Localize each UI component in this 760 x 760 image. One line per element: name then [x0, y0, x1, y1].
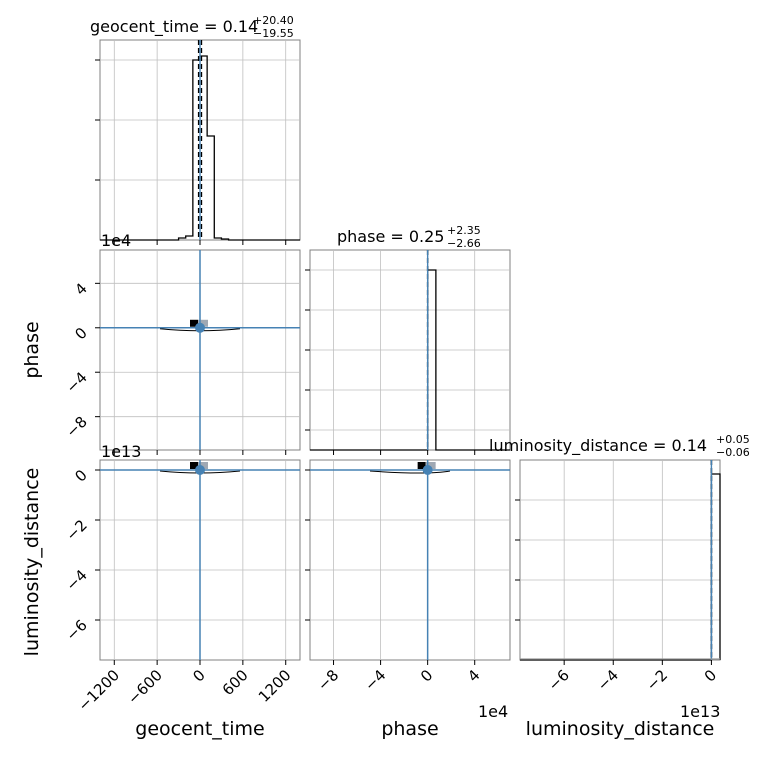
title-luminosity-distance: luminosity_distance = 0.14 +0.05 −0.06: [489, 433, 750, 459]
ytick-label-phase-3: −8: [62, 413, 90, 441]
hist2d-cell-light-luminosity_distance_vs_phase: [425, 462, 436, 469]
title-luminosity-distance-sup: +0.05: [716, 433, 750, 446]
title-phase-main: phase = 0.25: [337, 227, 444, 246]
xlabel-geocent-time: geocent_time: [135, 718, 264, 740]
ytick-label-phase-0: 4: [71, 279, 90, 298]
ytick-label-luminosity-distance-1: −2: [62, 516, 90, 544]
truth-marker-luminosity_distance_vs_phase: [422, 465, 433, 475]
title-geocent-time-sub: −19.55: [253, 27, 294, 40]
xtick-label-phase-2: 0: [417, 666, 436, 685]
hist2d-cell-light-luminosity_distance_vs_geocent_time: [198, 462, 208, 469]
offset-luminosity-distance-y: 1e13: [101, 442, 141, 461]
xlabel-phase: phase: [381, 718, 438, 740]
xtick-label-phase-0: −8: [314, 666, 342, 694]
title-phase: phase = 0.25 +2.35 −2.66: [337, 224, 481, 250]
truth-marker-phase_vs_geocent_time: [195, 322, 205, 333]
truth-marker-luminosity_distance_vs_geocent_time: [195, 465, 205, 475]
ytick-label-luminosity-distance-0: 0: [71, 466, 90, 485]
title-phase-sub: −2.66: [447, 237, 481, 250]
offset-luminosity-distance-x: 1e13: [680, 702, 720, 721]
xtick-label-geocent-time-3: 600: [219, 666, 252, 699]
ylabel-luminosity-distance: luminosity_distance: [21, 468, 43, 657]
xtick-label-luminosity-distance-3: 0: [701, 666, 720, 685]
xtick-label-luminosity-distance-1: −4: [594, 666, 622, 694]
ytick-label-luminosity-distance-2: −4: [62, 566, 90, 594]
panel-frame-luminosity_distance_vs_phase: [309, 459, 511, 661]
xtick-label-geocent-time-2: 0: [189, 666, 208, 685]
density-contour-luminosity_distance_vs_phase: [369, 470, 451, 474]
panel-frame-luminosity_distance_hist: [519, 459, 721, 661]
offset-phase-y: 1e4: [101, 231, 131, 250]
xlabel-luminosity-distance: luminosity_distance: [526, 718, 715, 740]
offset-phase-x: 1e4: [478, 702, 508, 721]
xtick-label-geocent-time-0: −1200: [75, 666, 124, 715]
title-phase-sup: +2.35: [447, 224, 481, 237]
hist2d-cell-dark-phase_vs_geocent_time: [190, 319, 198, 327]
ytick-label-phase-1: 0: [71, 324, 90, 343]
title-geocent-time: geocent_time = 0.14 +20.40 −19.55: [90, 14, 294, 40]
xtick-label-geocent-time-4: 1200: [255, 666, 295, 706]
xtick-label-luminosity-distance-2: −2: [643, 666, 671, 694]
title-luminosity-distance-main: luminosity_distance = 0.14: [489, 436, 707, 456]
ytick-label-luminosity-distance-3: −6: [62, 616, 90, 644]
title-geocent-time-main: geocent_time = 0.14: [90, 17, 258, 37]
title-luminosity-distance-sub: −0.06: [716, 446, 750, 459]
ytick-label-phase-2: −4: [62, 368, 90, 396]
hist2d-cell-dark-luminosity_distance_vs_geocent_time: [190, 462, 198, 469]
ylabel-phase: phase: [21, 321, 43, 378]
xtick-label-phase-1: −4: [361, 666, 389, 694]
hist2d-cell-dark-luminosity_distance_vs_phase: [417, 462, 426, 469]
title-geocent-time-sup: +20.40: [253, 14, 294, 27]
histogram-phase_hist: [310, 269, 510, 451]
hist2d-cell-light-phase_vs_geocent_time: [198, 319, 208, 327]
xtick-label-geocent-time-1: −600: [124, 666, 166, 708]
xtick-label-luminosity-distance-0: −6: [545, 666, 573, 694]
xtick-label-phase-3: 4: [464, 666, 483, 685]
